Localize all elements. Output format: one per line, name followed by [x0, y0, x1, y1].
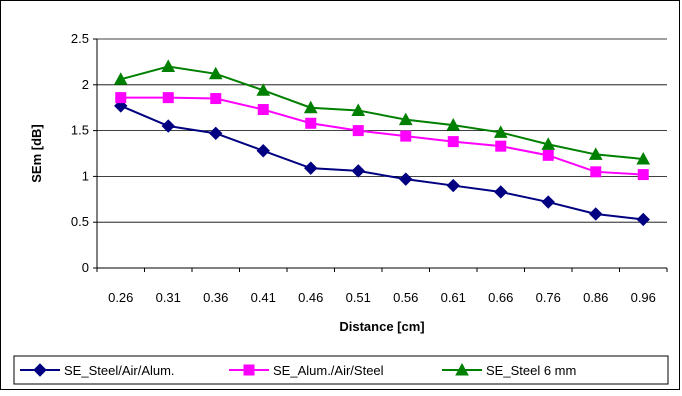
legend-label: SE_Alum./Air/Steel [273, 363, 384, 378]
data-point [257, 104, 269, 116]
axes [93, 38, 668, 272]
x-tick-label: 0.56 [393, 290, 418, 305]
legend-marker [455, 362, 469, 376]
legend-marker [33, 363, 47, 377]
y-tick-label: 0 [82, 260, 89, 275]
y-tick-label: 1 [82, 168, 89, 183]
legend: SE_Steel/Air/Alum. SE_Alum./Air/Steel SE_S… [13, 355, 669, 385]
data-point [399, 172, 413, 186]
data-point [636, 212, 650, 227]
x-tick-label: 0.36 [203, 290, 228, 305]
x-tick-label: 0.96 [631, 290, 656, 305]
data-point [351, 164, 365, 178]
data-point [636, 151, 651, 165]
data-point [446, 118, 461, 131]
data-point [162, 92, 174, 104]
data-point [589, 207, 603, 221]
data-point [541, 137, 556, 150]
data-point [352, 125, 364, 137]
data-point [637, 169, 649, 181]
y-tick-label: 1.5 [71, 123, 89, 138]
data-point [493, 125, 508, 138]
data-point [447, 136, 459, 148]
data-point [446, 178, 460, 193]
x-tick-labels: 0.26 0.31 0.36 0.41 0.46 0.51 0.56 0.61 0.66 0.76… [108, 290, 656, 305]
data-point [541, 195, 555, 209]
data-point [398, 112, 413, 126]
y-tick-label: 2 [82, 77, 89, 92]
series-group [113, 59, 651, 227]
x-tick-label: 0.41 [251, 290, 276, 305]
legend-label: SE_Steel 6 mm [486, 363, 576, 378]
legend-entry-2: SE_Alum./Air/Steel [229, 363, 384, 378]
data-point [542, 149, 554, 161]
data-point [256, 144, 270, 158]
data-point [161, 59, 176, 72]
data-point [590, 166, 602, 178]
data-point [256, 83, 271, 96]
x-tick-label: 0.26 [108, 290, 133, 305]
series-line [120, 104, 644, 221]
x-tick-label: 0.46 [298, 290, 323, 305]
x-tick-label: 0.86 [583, 290, 608, 305]
legend-entry-3: SE_Steel 6 mm [442, 362, 576, 378]
y-tick-label: 0.5 [71, 214, 89, 229]
data-point [210, 93, 222, 105]
data-point [303, 100, 318, 114]
legend-marker [243, 364, 255, 376]
y-tick-labels: 0 0.5 1 1.5 2 2.5 [71, 31, 89, 275]
data-point [305, 117, 317, 129]
y-axis-label: SEm [dB] [29, 124, 44, 183]
gridlines [97, 38, 667, 223]
y-tick-label: 2.5 [71, 31, 89, 46]
series-line [120, 96, 644, 176]
x-tick-label: 0.31 [156, 290, 181, 305]
x-tick-label: 0.66 [488, 290, 513, 305]
data-point [113, 72, 128, 85]
series-3 [113, 59, 651, 165]
series-1 [114, 99, 650, 227]
data-point [208, 66, 223, 80]
data-point [400, 130, 412, 142]
x-axis-label: Distance [cm] [339, 319, 424, 334]
x-tick-label: 0.61 [441, 290, 466, 305]
data-point [161, 119, 175, 133]
data-point [494, 185, 508, 199]
series-2 [115, 92, 649, 181]
series-line [120, 65, 644, 160]
data-point [115, 92, 127, 104]
legend-box [13, 355, 669, 385]
legend-label: SE_Steel/Air/Alum. [64, 363, 175, 378]
data-point [495, 140, 507, 152]
data-point [304, 161, 318, 175]
x-tick-label: 0.51 [346, 290, 371, 305]
legend-entry-1: SE_Steel/Air/Alum. [20, 363, 175, 378]
x-tick-label: 0.76 [536, 290, 561, 305]
data-point [351, 103, 366, 116]
data-point [209, 126, 223, 141]
data-point [588, 147, 603, 160]
